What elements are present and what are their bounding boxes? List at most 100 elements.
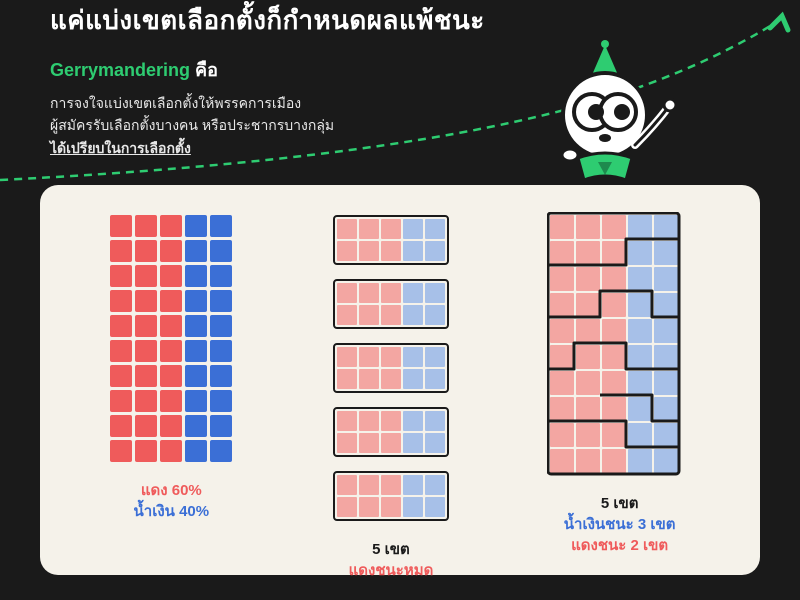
- district-cell: [337, 283, 357, 303]
- grid-cell: [160, 215, 182, 237]
- district-block: [333, 279, 449, 329]
- grid-cell: [185, 290, 207, 312]
- district-cell: [381, 433, 401, 453]
- district-cell: [381, 241, 401, 261]
- district-cell: [381, 497, 401, 517]
- district-cell: [425, 241, 445, 261]
- district-block: [333, 471, 449, 521]
- district-cell: [337, 305, 357, 325]
- district-cell: [425, 347, 445, 367]
- district-cell: [425, 283, 445, 303]
- caption-3: 5 เขต น้ำเงินชนะ 3 เขต แดงชนะ 2 เขต: [564, 493, 676, 556]
- grid-cell: [210, 365, 232, 387]
- district-cell: [403, 369, 423, 389]
- district-block: [333, 215, 449, 265]
- district-cell: [425, 497, 445, 517]
- grid-cell: [160, 265, 182, 287]
- grid-cell: [135, 215, 157, 237]
- district-cell: [359, 219, 379, 239]
- grid-cell: [110, 365, 132, 387]
- grid-cell: [185, 315, 207, 337]
- column-districts-fair: 5 เขต แดงชนะหมด: [333, 215, 449, 581]
- grid-cell: [210, 340, 232, 362]
- grid-cell: [110, 390, 132, 412]
- caption-2-black: 5 เขต: [349, 539, 434, 560]
- grid-cell: [160, 415, 182, 437]
- district-cell: [337, 241, 357, 261]
- gerrymander-diagram: [550, 215, 690, 475]
- grid-cell: [135, 315, 157, 337]
- grid-cell: [110, 415, 132, 437]
- caption-3-black: 5 เขต: [564, 493, 676, 514]
- district-cell: [403, 305, 423, 325]
- district-cell: [403, 241, 423, 261]
- gerrymander-borders-icon: [547, 212, 687, 480]
- column-gerrymandered: 5 เขต น้ำเงินชนะ 3 เขต แดงชนะ 2 เขต: [550, 215, 690, 556]
- grid-cell: [135, 290, 157, 312]
- grid-cell: [160, 240, 182, 262]
- grid-cell: [110, 240, 132, 262]
- district-cell: [403, 411, 423, 431]
- subtitle-term: Gerrymandering: [50, 60, 190, 80]
- district-cell: [403, 475, 423, 495]
- district-cell: [425, 475, 445, 495]
- grid-cell: [185, 265, 207, 287]
- district-cell: [425, 219, 445, 239]
- grid-cell: [160, 340, 182, 362]
- district-block: [333, 343, 449, 393]
- caption-3-blue: น้ำเงินชนะ 3 เขต: [564, 514, 676, 535]
- grid-cell: [110, 315, 132, 337]
- grid-cell: [185, 440, 207, 462]
- infographic-panel: แดง 60% น้ำเงิน 40% 5 เขต แดงชนะหมด: [40, 185, 760, 575]
- grid-cell: [210, 265, 232, 287]
- district-cell: [403, 219, 423, 239]
- caption-1: แดง 60% น้ำเงิน 40%: [134, 480, 210, 522]
- grid-cell: [210, 290, 232, 312]
- district-cell: [337, 497, 357, 517]
- grid-cell: [210, 215, 232, 237]
- district-cell: [359, 497, 379, 517]
- district-cell: [359, 283, 379, 303]
- grid-cell: [160, 290, 182, 312]
- grid-cell: [185, 365, 207, 387]
- district-cell: [359, 369, 379, 389]
- grid-cell: [135, 440, 157, 462]
- grid-cell: [185, 340, 207, 362]
- grid-cell: [160, 440, 182, 462]
- caption-1-red: แดง 60%: [134, 480, 210, 501]
- district-cell: [381, 369, 401, 389]
- district-cell: [337, 433, 357, 453]
- district-cell: [403, 433, 423, 453]
- district-cell: [425, 433, 445, 453]
- district-cell: [337, 475, 357, 495]
- grid-cell: [160, 365, 182, 387]
- caption-1-blue: น้ำเงิน 40%: [134, 501, 210, 522]
- grid-cell: [110, 340, 132, 362]
- district-cell: [359, 433, 379, 453]
- grid-cell: [160, 315, 182, 337]
- grid-cell: [160, 390, 182, 412]
- caption-2-red: แดงชนะหมด: [349, 560, 434, 581]
- district-cell: [359, 411, 379, 431]
- district-cell: [337, 369, 357, 389]
- grid-cell: [210, 415, 232, 437]
- district-cell: [403, 283, 423, 303]
- grid-cell: [110, 440, 132, 462]
- district-cell: [359, 241, 379, 261]
- district-cell: [425, 411, 445, 431]
- desc-line-2: ผู้สมัครรับเลือกตั้งบางคน หรือประชากรบาง…: [50, 114, 410, 136]
- main-title: แค่แบ่งเขตเลือกตั้งก็กำหนดผลแพ้ชนะ: [50, 0, 750, 41]
- grid-cell: [110, 265, 132, 287]
- caption-3-red: แดงชนะ 2 เขต: [564, 535, 676, 556]
- district-cell: [403, 497, 423, 517]
- grid-cell: [135, 390, 157, 412]
- caption-2: 5 เขต แดงชนะหมด: [349, 539, 434, 581]
- district-cell: [359, 475, 379, 495]
- grid-cell: [185, 215, 207, 237]
- district-cell: [381, 347, 401, 367]
- district-cell: [381, 219, 401, 239]
- grid-cell: [135, 265, 157, 287]
- column-population: แดง 60% น้ำเงิน 40%: [110, 215, 232, 522]
- mascot-illustration: [530, 40, 680, 200]
- grid-cell: [135, 365, 157, 387]
